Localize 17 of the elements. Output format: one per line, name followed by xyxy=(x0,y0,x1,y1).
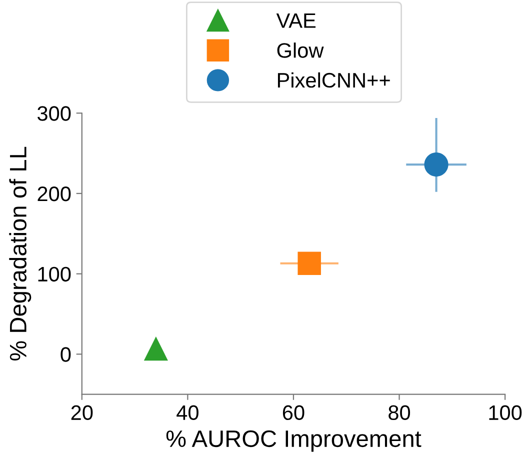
y-tick-label: 100 xyxy=(38,266,71,282)
y-tick-label: 300 xyxy=(38,106,71,121)
x-tick-label: 20 xyxy=(71,405,93,420)
x-tick-label: 100 xyxy=(489,405,522,420)
y-tick-label: 200 xyxy=(38,186,71,202)
x-tick-label: 40 xyxy=(176,405,198,420)
point xyxy=(424,152,448,177)
y-axis-title: % Degradation of LL xyxy=(9,146,32,361)
legend-label: PixelCNN++ xyxy=(278,72,390,88)
x-tick-label: 80 xyxy=(388,405,410,420)
x-tick-label: 60 xyxy=(282,405,304,420)
legend-label: VAE xyxy=(276,13,316,28)
point xyxy=(144,336,168,361)
point xyxy=(298,252,321,275)
x-axis-title: % AUROC Improvement xyxy=(166,430,422,452)
legend-label: Glow xyxy=(277,42,324,58)
y-tick-label: 0 xyxy=(60,347,71,362)
